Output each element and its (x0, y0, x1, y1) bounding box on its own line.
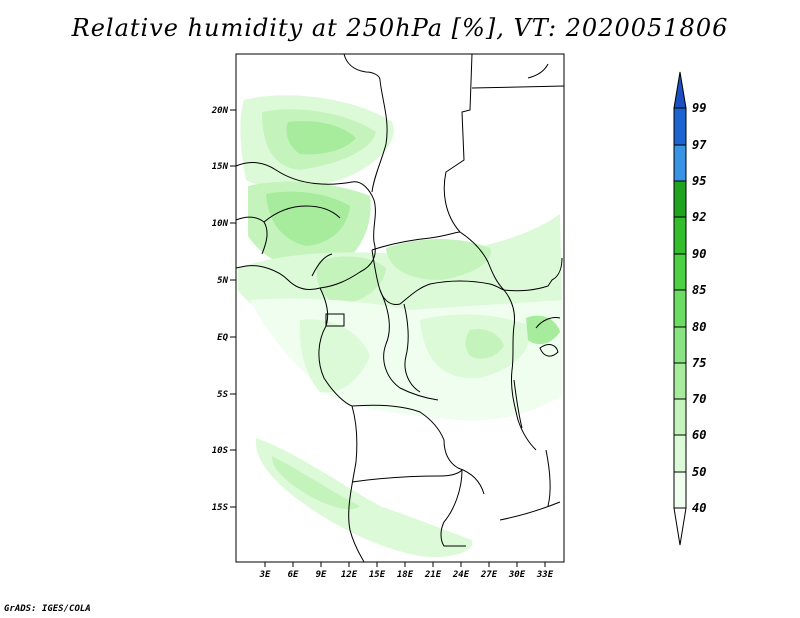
coastline-angola (348, 405, 365, 563)
colorbar: 40 50 60 70 75 80 85 90 92 95 97 99 (673, 71, 707, 546)
border-angola-namibia (351, 469, 463, 483)
colorbar-label: 99 (692, 101, 706, 115)
colorbar-segment (673, 289, 687, 328)
colorbar-label: 97 (692, 138, 707, 152)
lon-label: 18E (397, 570, 414, 580)
humidity-area (286, 120, 356, 155)
humidity-area (526, 315, 560, 345)
lat-label: 10S (212, 446, 229, 456)
border-congo (379, 289, 439, 401)
lat-label: 20N (211, 106, 229, 116)
border-car-north (371, 231, 461, 251)
map-title: Relative humidity at 250hPa [%], VT: 202… (71, 14, 729, 42)
red-sea-coast (527, 63, 549, 79)
colorbar-segment (673, 434, 687, 473)
lon-label: 27E (480, 570, 498, 580)
colorbar-label: 60 (692, 428, 706, 442)
humidity-area (299, 319, 370, 393)
border-zambia (440, 469, 466, 547)
lon-label: 15E (369, 570, 386, 580)
country-borders (235, 53, 565, 563)
colorbar-label: 80 (692, 320, 706, 334)
colorbar-label: 92 (692, 210, 706, 224)
colorbar-label: 50 (692, 465, 706, 479)
lon-label: 33E (536, 570, 554, 580)
lon-label: 3E (259, 570, 271, 580)
border-drc-east (503, 289, 537, 451)
colorbar-label: 75 (692, 356, 706, 370)
humidity-area (255, 438, 473, 558)
border-libya (343, 53, 381, 81)
border-egypt (471, 85, 565, 89)
lon-label: 9E (316, 570, 327, 580)
longitude-axis: 3E 6E 9E 12E 15E 18E 21E 24E 27E 30E 33E (259, 562, 554, 580)
lake-victoria (539, 344, 559, 357)
humidity-area (386, 239, 491, 280)
border-cameroon (311, 253, 333, 277)
colorbar-label: 40 (692, 501, 706, 515)
lat-label: 10N (212, 219, 229, 229)
border-nigeria-north (263, 205, 341, 223)
colorbar-segment (673, 326, 687, 364)
border-sudan-chad (443, 53, 563, 292)
equatorial-guinea (325, 313, 345, 327)
lon-label: 24E (452, 570, 470, 580)
border-angola-drc (351, 404, 485, 495)
humidity-shading (238, 95, 562, 558)
colorbar-segment (673, 107, 687, 146)
lake-victoria-edge (535, 317, 561, 329)
colorbar-segment (673, 398, 687, 436)
colorbar-high-triangle (673, 71, 687, 109)
border-car-south (371, 249, 505, 305)
colorbar-label: 95 (692, 174, 706, 188)
humidity-area (272, 456, 360, 510)
lon-label: 6E (288, 570, 299, 580)
colorbar-segment (673, 180, 687, 218)
lat-label: 15S (212, 503, 229, 513)
coastline-west (235, 162, 376, 291)
lat-label: EQ (217, 333, 228, 343)
coastline-gabon (318, 287, 353, 407)
humidity-area (266, 191, 350, 246)
border-malawi (499, 501, 561, 521)
colorbar-segment (673, 216, 687, 255)
lat-label: 5N (217, 276, 228, 286)
lat-label: 5S (217, 390, 228, 400)
colorbar-segment (673, 144, 687, 182)
colorbar-label: 85 (692, 283, 706, 297)
colorbar-segment (673, 362, 687, 400)
humidity-area (465, 328, 504, 359)
credit-text: GrADS: IGES/COLA (4, 604, 91, 614)
lake-malawi (545, 449, 551, 507)
border-niger-chad (371, 79, 388, 193)
lake-tanganyika (513, 379, 523, 429)
lon-label: 12E (341, 570, 358, 580)
lon-label: 30E (508, 570, 526, 580)
colorbar-low-triangle (673, 507, 687, 546)
plot-frame (235, 53, 565, 563)
lon-label: 21E (424, 570, 442, 580)
humidity-area (316, 256, 386, 304)
colorbar-segment (673, 471, 687, 509)
latitude-axis: 20N 15N 10N 5N EQ 5S 10S 15S (211, 106, 236, 513)
colorbar-label: 70 (692, 392, 706, 406)
border-drc-west (403, 303, 421, 393)
colorbar-label: 90 (692, 247, 706, 261)
lat-label: 15N (212, 162, 229, 172)
colorbar-segment (673, 253, 687, 291)
